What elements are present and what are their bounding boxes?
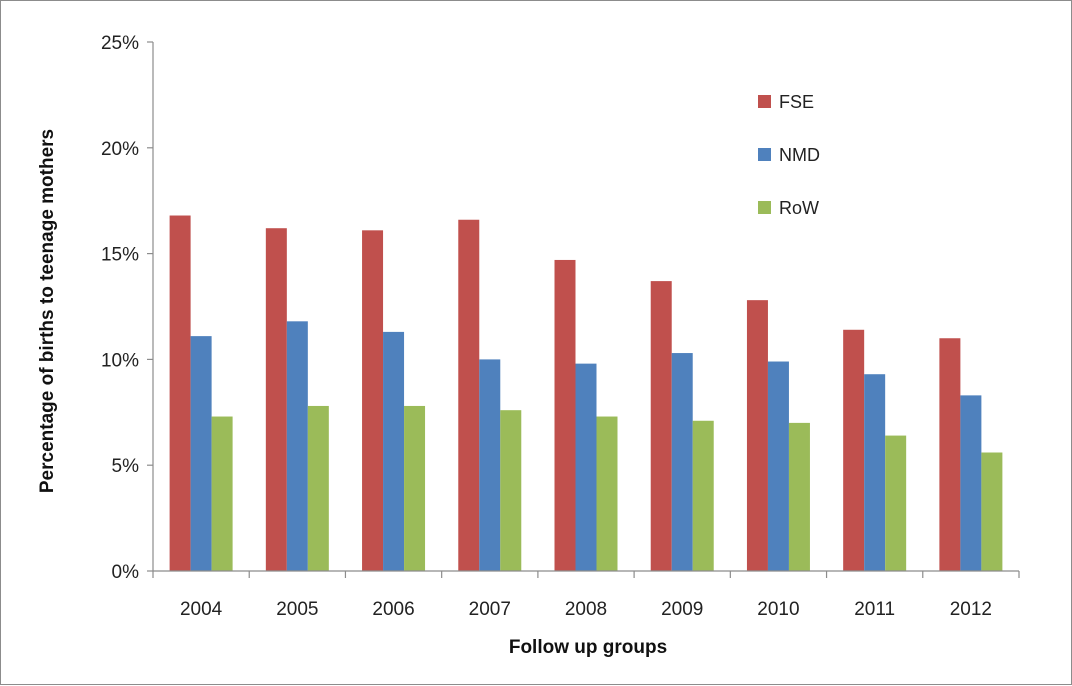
bar-fse-2011	[843, 329, 865, 571]
y-tick-label: 0%	[112, 562, 140, 583]
y-tick-label: 10%	[101, 350, 139, 371]
bar-nmd-2011	[864, 374, 886, 571]
bar-row-2012	[981, 452, 1003, 571]
legend-label-fse: FSE	[779, 92, 814, 112]
x-tick-label: 2011	[854, 599, 895, 620]
bar-fse-2006	[362, 230, 384, 571]
x-tick-label: 2006	[372, 599, 414, 620]
y-axis-title: Percentage of births to teenage mothers	[37, 129, 58, 493]
bar-fse-2005	[265, 228, 287, 571]
x-tick-label: 2007	[469, 599, 511, 620]
x-tick-label: 2005	[276, 599, 318, 620]
legend-swatch-row	[758, 201, 771, 214]
x-axis-ticks: 2004 2005 2006 2007 2008 2009 2010 2011 2012	[152, 571, 1020, 620]
bar-row-2008	[596, 416, 618, 571]
bar-fse-2007	[458, 219, 480, 571]
legend-swatch-fse	[758, 95, 771, 108]
bar-row-2009	[692, 420, 714, 571]
bar-row-2006	[404, 405, 426, 571]
bar-nmd-2006	[383, 331, 405, 571]
bar-row-2007	[500, 410, 522, 571]
bar-nmd-2007	[479, 359, 501, 571]
bar-fse-2004	[169, 215, 191, 571]
bar-fse-2010	[746, 300, 768, 571]
x-tick-label: 2010	[757, 599, 799, 620]
legend: FSE NMD RoW	[758, 92, 820, 218]
x-tick-label: 2012	[950, 599, 992, 620]
bar-nmd-2012	[960, 395, 982, 571]
y-axis-ticks: 0% 5% 10% 15% 20% 25%	[101, 33, 153, 583]
y-tick-label: 15%	[101, 245, 139, 266]
bar-nmd-2004	[190, 336, 212, 571]
bar-fse-2012	[939, 338, 961, 571]
bar-row-2004	[211, 416, 233, 571]
legend-label-nmd: NMD	[779, 145, 820, 165]
bar-row-2005	[307, 405, 329, 571]
x-axis-title: Follow up groups	[509, 637, 667, 658]
y-tick-label: 20%	[101, 139, 139, 160]
bars	[169, 215, 1003, 571]
bar-fse-2009	[650, 281, 672, 571]
bar-nmd-2008	[575, 363, 597, 571]
legend-swatch-nmd	[758, 148, 771, 161]
bar-nmd-2009	[671, 353, 693, 571]
y-tick-label: 5%	[112, 456, 140, 477]
legend-label-row: RoW	[779, 198, 819, 218]
x-tick-label: 2009	[661, 599, 703, 620]
bar-row-2011	[885, 435, 907, 571]
x-tick-label: 2008	[565, 599, 607, 620]
axes	[152, 42, 1019, 572]
bar-fse-2008	[554, 259, 576, 571]
x-tick-label: 2004	[180, 599, 223, 620]
bar-row-2010	[788, 422, 810, 571]
bar-nmd-2005	[286, 321, 308, 571]
bar-nmd-2010	[767, 361, 789, 571]
y-tick-label: 25%	[101, 33, 139, 54]
